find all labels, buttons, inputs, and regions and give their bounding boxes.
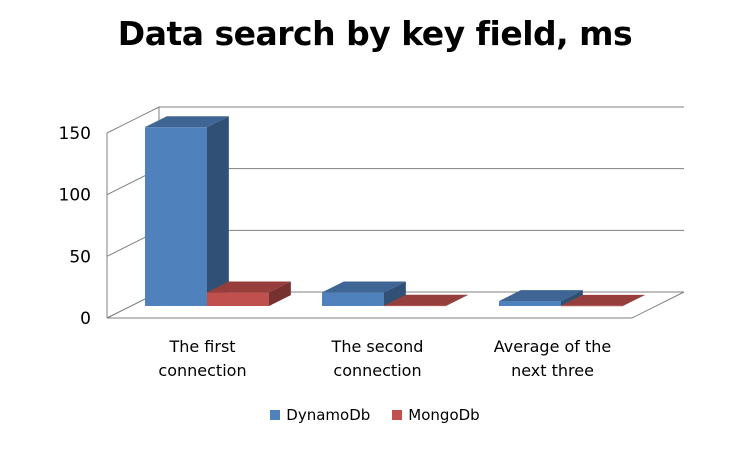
bar-front: [322, 292, 384, 306]
x-tick-label: The first connection: [158, 337, 246, 380]
legend-label: DynamoDb: [286, 406, 371, 424]
y-tick-label: 0: [80, 309, 91, 329]
bar-top: [384, 294, 468, 306]
y-tick-label: 50: [69, 247, 91, 267]
bar-dynamodb-2: [499, 290, 583, 306]
bar-side: [384, 281, 406, 306]
x-tick-label: The second connection: [331, 337, 424, 380]
legend-label: MongoDb: [408, 406, 480, 424]
x-tick-label: Average of the next three: [494, 337, 612, 380]
y-axis-ticks: 0 50 100 150: [59, 124, 91, 329]
bar-side: [207, 116, 229, 306]
x-axis-labels: The first connection The second connection A…: [158, 337, 611, 380]
bar-top: [561, 294, 645, 306]
bar-side: [561, 290, 583, 306]
bar-front: [207, 292, 269, 306]
bar-mongodb-1: [384, 294, 468, 307]
bar-front: [499, 301, 561, 306]
bar-front: [384, 305, 446, 307]
y-tick-label: 100: [59, 186, 91, 206]
legend-swatch: [270, 410, 281, 420]
bar-dynamodb-0: [145, 116, 229, 307]
bar-top: [322, 281, 406, 293]
bar-dynamodb-1: [322, 281, 406, 306]
legend: DynamoDb MongoDb: [0, 406, 750, 424]
gridline: [106, 106, 684, 134]
bar-mongodb-2: [561, 294, 645, 307]
bars: [145, 116, 645, 307]
bar-front: [145, 127, 207, 307]
bar-side: [446, 294, 468, 306]
chart-title: Data search by key field, ms: [117, 14, 633, 53]
bar-front: [561, 305, 623, 307]
legend-item-mongodb: MongoDb: [392, 406, 480, 424]
bar-side: [269, 281, 291, 306]
bar-top: [145, 116, 229, 128]
y-tick-label: 150: [59, 124, 91, 144]
legend-item-dynamodb: DynamoDb: [270, 406, 370, 424]
bar-side: [623, 294, 645, 306]
legend-swatch: [392, 410, 403, 420]
bar-top: [207, 281, 291, 293]
bar-top: [499, 290, 583, 302]
bar-mongodb-0: [207, 281, 291, 306]
